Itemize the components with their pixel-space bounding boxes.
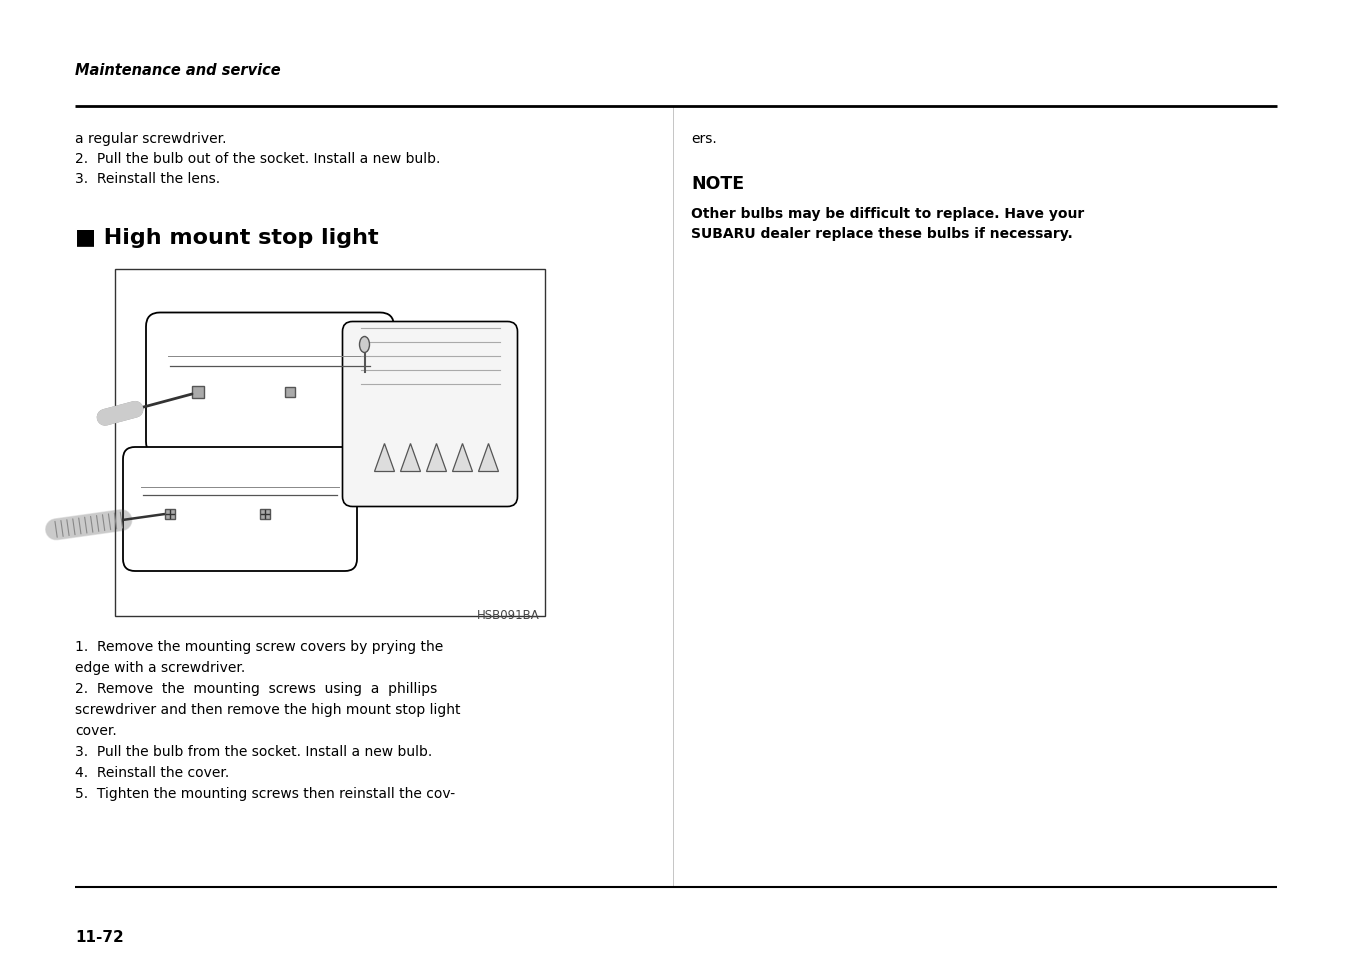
Bar xyxy=(285,388,295,397)
Text: cover.: cover. xyxy=(74,723,116,738)
Text: 3.  Reinstall the lens.: 3. Reinstall the lens. xyxy=(74,172,220,186)
Ellipse shape xyxy=(360,337,369,354)
Polygon shape xyxy=(400,444,420,472)
Text: 5.  Tighten the mounting screws then reinstall the cov-: 5. Tighten the mounting screws then rein… xyxy=(74,786,456,801)
Text: ■ High mount stop light: ■ High mount stop light xyxy=(74,228,379,248)
Text: 1.  Remove the mounting screw covers by prying the: 1. Remove the mounting screw covers by p… xyxy=(74,639,443,654)
FancyBboxPatch shape xyxy=(146,314,393,456)
Text: NOTE: NOTE xyxy=(691,174,745,193)
Text: 11-72: 11-72 xyxy=(74,929,124,944)
Text: SUBARU dealer replace these bulbs if necessary.: SUBARU dealer replace these bulbs if nec… xyxy=(691,227,1073,241)
FancyBboxPatch shape xyxy=(342,322,518,507)
Bar xyxy=(115,270,545,617)
Text: HSB091BA: HSB091BA xyxy=(477,608,539,621)
Text: 2.  Remove  the  mounting  screws  using  a  phillips: 2. Remove the mounting screws using a ph… xyxy=(74,681,437,696)
Text: ers.: ers. xyxy=(691,132,717,146)
Text: Maintenance and service: Maintenance and service xyxy=(74,63,281,78)
Text: edge with a screwdriver.: edge with a screwdriver. xyxy=(74,660,245,675)
Bar xyxy=(165,510,174,519)
Text: a regular screwdriver.: a regular screwdriver. xyxy=(74,132,227,146)
Bar xyxy=(260,510,270,519)
Polygon shape xyxy=(426,444,446,472)
Polygon shape xyxy=(375,444,395,472)
Bar xyxy=(192,387,204,398)
Text: 4.  Reinstall the cover.: 4. Reinstall the cover. xyxy=(74,765,230,780)
Text: Other bulbs may be difficult to replace. Have your: Other bulbs may be difficult to replace.… xyxy=(691,207,1084,221)
Text: 2.  Pull the bulb out of the socket. Install a new bulb.: 2. Pull the bulb out of the socket. Inst… xyxy=(74,152,441,166)
Text: 3.  Pull the bulb from the socket. Install a new bulb.: 3. Pull the bulb from the socket. Instal… xyxy=(74,744,433,759)
Polygon shape xyxy=(479,444,499,472)
Polygon shape xyxy=(453,444,472,472)
Text: screwdriver and then remove the high mount stop light: screwdriver and then remove the high mou… xyxy=(74,702,461,717)
FancyBboxPatch shape xyxy=(123,448,357,572)
